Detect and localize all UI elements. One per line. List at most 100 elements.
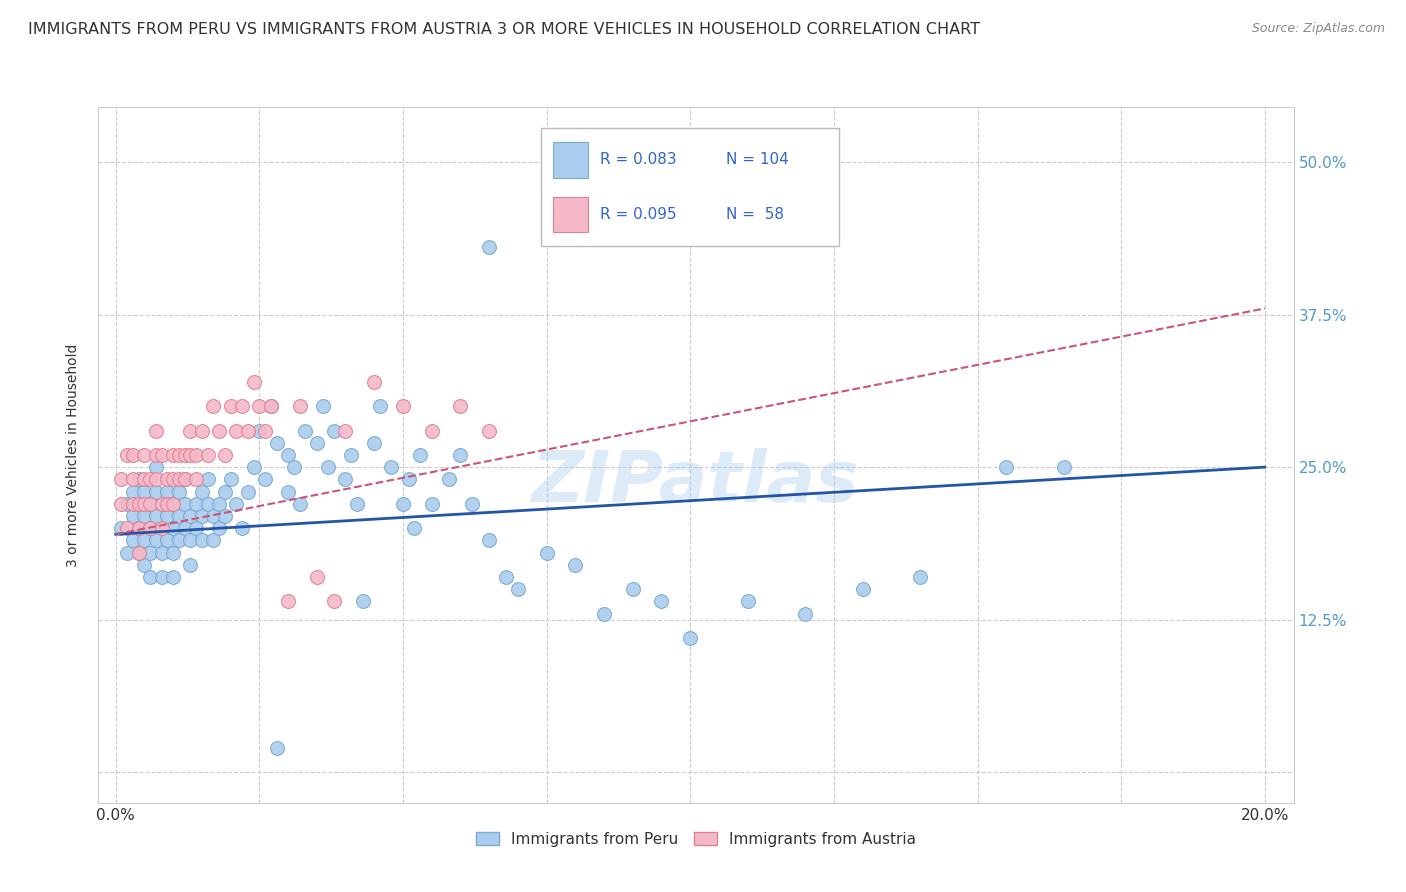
Point: [150, 570, 173, 584]
Point: [478, 240, 501, 254]
Point: [593, 607, 616, 621]
Point: [323, 594, 346, 608]
Point: [506, 582, 529, 597]
Point: [208, 424, 231, 438]
Point: [420, 497, 443, 511]
Point: [346, 497, 368, 511]
Point: [260, 399, 283, 413]
Point: [323, 424, 346, 438]
Point: [122, 533, 145, 548]
Point: [184, 448, 207, 462]
Point: [316, 460, 339, 475]
Point: [214, 508, 236, 523]
Point: [398, 472, 420, 486]
Point: [162, 497, 184, 511]
Point: [242, 460, 264, 475]
Point: [150, 497, 173, 511]
Point: [139, 521, 162, 535]
Point: [305, 435, 328, 450]
Point: [197, 448, 219, 462]
Point: [110, 472, 132, 486]
Point: [277, 448, 299, 462]
Point: [277, 484, 299, 499]
Point: [191, 424, 214, 438]
Point: [122, 472, 145, 486]
Point: [995, 460, 1018, 475]
Point: [145, 508, 167, 523]
Point: [179, 558, 201, 572]
Point: [122, 508, 145, 523]
Point: [139, 570, 162, 584]
Point: [115, 545, 138, 559]
Point: [231, 399, 253, 413]
Point: [242, 375, 264, 389]
Point: [173, 472, 195, 486]
Point: [110, 497, 132, 511]
Point: [150, 448, 173, 462]
Point: [139, 497, 162, 511]
Point: [122, 448, 145, 462]
Point: [449, 448, 471, 462]
Point: [134, 448, 156, 462]
Point: [162, 497, 184, 511]
Point: [128, 521, 150, 535]
Point: [156, 472, 179, 486]
Point: [162, 545, 184, 559]
Point: [794, 607, 817, 621]
Point: [340, 448, 363, 462]
Point: [202, 399, 225, 413]
Point: [145, 472, 167, 486]
Point: [420, 424, 443, 438]
Y-axis label: 3 or more Vehicles in Household: 3 or more Vehicles in Household: [66, 343, 80, 566]
Point: [266, 740, 288, 755]
Point: [115, 497, 138, 511]
Point: [380, 460, 402, 475]
Point: [650, 594, 672, 608]
Point: [197, 497, 219, 511]
Point: [231, 521, 253, 535]
Point: [214, 448, 236, 462]
Point: [335, 472, 357, 486]
Point: [167, 448, 190, 462]
Point: [128, 472, 150, 486]
Point: [305, 570, 328, 584]
Point: [288, 497, 311, 511]
Point: [162, 570, 184, 584]
Point: [167, 508, 190, 523]
Point: [110, 521, 132, 535]
Point: [202, 533, 225, 548]
Point: [392, 497, 415, 511]
Point: [145, 460, 167, 475]
Point: [145, 484, 167, 499]
Point: [197, 472, 219, 486]
Point: [128, 545, 150, 559]
Point: [191, 484, 214, 499]
Point: [156, 533, 179, 548]
Point: [179, 508, 201, 523]
Text: Source: ZipAtlas.com: Source: ZipAtlas.com: [1251, 22, 1385, 36]
Point: [162, 472, 184, 486]
Point: [150, 521, 173, 535]
Point: [173, 472, 195, 486]
Point: [173, 497, 195, 511]
Point: [208, 497, 231, 511]
Point: [1053, 460, 1076, 475]
Point: [236, 484, 259, 499]
Point: [179, 533, 201, 548]
Point: [404, 521, 426, 535]
Point: [219, 399, 242, 413]
Point: [294, 424, 316, 438]
Point: [167, 533, 190, 548]
Point: [208, 521, 231, 535]
Point: [150, 521, 173, 535]
Point: [478, 533, 501, 548]
Point: [260, 399, 283, 413]
Point: [277, 594, 299, 608]
Point: [134, 533, 156, 548]
Point: [191, 508, 214, 523]
Point: [167, 484, 190, 499]
Point: [179, 448, 201, 462]
Point: [162, 448, 184, 462]
Point: [173, 448, 195, 462]
Point: [495, 570, 517, 584]
